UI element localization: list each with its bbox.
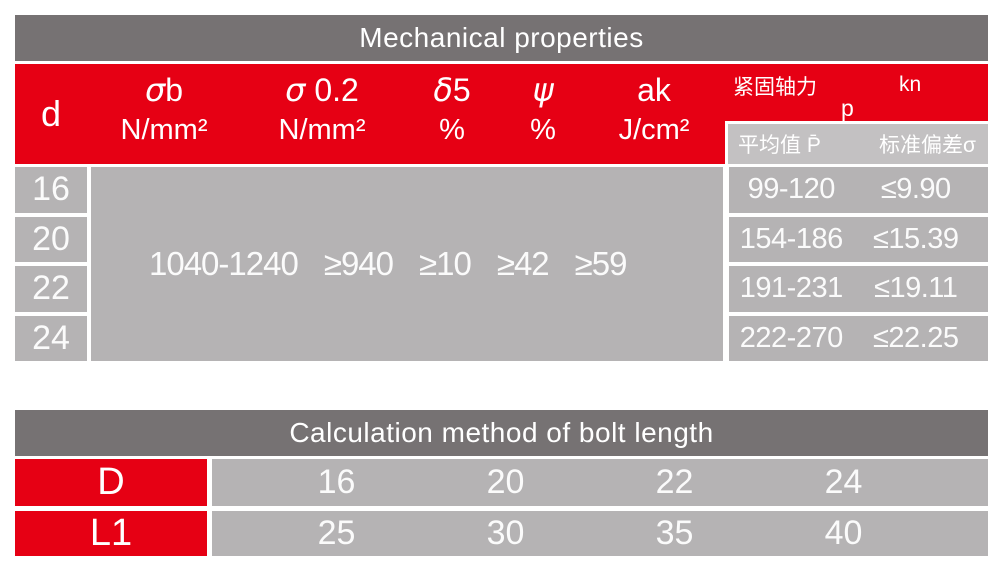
axial-mean-value: 154-186	[739, 222, 843, 255]
merged-properties-cell: 1040-1240 ≥940 ≥10 ≥42 ≥59	[91, 167, 723, 361]
l1-length-value: 30	[486, 514, 525, 552]
mechanical-properties-table: Mechanical properties d σb N/mm² σ 0.2 N…	[15, 15, 988, 361]
sigma-02-symbol: σ 0.2	[285, 71, 359, 109]
d-value-cell: 24	[15, 315, 87, 361]
axial-row: 222-270 ≤22.25	[729, 315, 988, 361]
axial-force-subheader: 平均值 P̄ 标准偏差σ	[725, 121, 988, 164]
l1-length-value: 40	[824, 514, 863, 552]
d-value-cell: 20	[15, 216, 87, 262]
bolt-length-table: Calculation method of bolt length D 16 2…	[15, 410, 988, 556]
l1-length-value: 35	[655, 514, 694, 552]
axial-force-p: p	[841, 95, 854, 121]
row-values-l1: 25 30 35 40	[212, 511, 988, 556]
axial-row: 99-120 ≤9.90	[729, 167, 988, 213]
col-header-sigma-02: σ 0.2 N/mm²	[279, 64, 366, 164]
d-diameter-value: 16	[317, 463, 356, 501]
delta-5-unit: %	[439, 114, 465, 146]
axial-force-column: 99-120 ≤9.90 154-186 ≤15.39 191-231 ≤19.…	[729, 167, 988, 361]
d-values-column: 16 20 22 24	[15, 167, 87, 361]
sigma-b-unit: N/mm²	[120, 114, 208, 146]
axial-mean-value: 222-270	[739, 321, 843, 354]
axial-stddev-value: ≤19.11	[874, 272, 958, 305]
mech-header-row: d σb N/mm² σ 0.2 N/mm² δ5 % ψ % ak J/cm²…	[15, 64, 988, 164]
tensile-strength-value: 1040-1240	[149, 245, 299, 282]
d-value-cell: 22	[15, 266, 87, 312]
length-table-row-l1: L1 25 30 35 40	[15, 511, 988, 556]
d-diameter-value: 22	[655, 463, 694, 501]
d-diameter-value: 24	[824, 463, 863, 501]
axial-mean-value: 191-231	[739, 272, 843, 305]
std-deviation-label: 标准偏差σ	[879, 134, 976, 157]
sigma-02-unit: N/mm²	[278, 114, 366, 146]
col-header-delta-5: δ5 %	[433, 64, 470, 164]
col-header-ak: ak J/cm²	[619, 64, 690, 164]
length-table-row-d: D 16 20 22 24	[15, 459, 988, 506]
axial-force-label: 紧固轴力	[733, 76, 817, 99]
col-header-psi: ψ %	[530, 64, 556, 164]
yield-strength-value: ≥940	[323, 245, 394, 282]
axial-row: 191-231 ≤19.11	[729, 266, 988, 312]
d-diameter-value: 20	[486, 463, 525, 501]
row-label-l1: L1	[15, 511, 207, 556]
impact-value: ≥59	[574, 245, 628, 282]
axial-stddev-value: ≤15.39	[873, 222, 959, 255]
axial-mean-value: 99-120	[747, 173, 836, 206]
col-header-d: d	[40, 93, 62, 134]
reduction-area-value: ≥42	[496, 245, 550, 282]
length-table-title: Calculation method of bolt length	[15, 410, 988, 456]
row-label-d: D	[15, 459, 207, 506]
ak-symbol: ak	[637, 72, 671, 108]
delta-5-symbol: δ5	[433, 71, 471, 109]
psi-symbol: ψ	[532, 71, 554, 109]
axial-stddev-value: ≤9.90	[880, 173, 951, 206]
axial-stddev-value: ≤22.25	[873, 321, 959, 354]
mech-table-body: 16 20 22 24 1040-1240 ≥940 ≥10 ≥42 ≥59 9…	[15, 167, 988, 361]
psi-unit: %	[530, 114, 556, 146]
mean-value-label: 平均值 P̄	[738, 134, 821, 157]
sigma-b-symbol: σb	[144, 71, 184, 109]
col-header-sigma-b: σb N/mm²	[121, 64, 208, 164]
mech-table-title: Mechanical properties	[15, 15, 988, 61]
row-values-d: 16 20 22 24	[212, 459, 988, 506]
elongation-value: ≥10	[419, 245, 472, 282]
ak-unit: J/cm²	[618, 114, 690, 146]
l1-length-value: 25	[317, 514, 356, 552]
axial-row: 154-186 ≤15.39	[729, 216, 988, 262]
axial-force-unit: kn	[899, 73, 922, 96]
d-value-cell: 16	[15, 167, 87, 213]
